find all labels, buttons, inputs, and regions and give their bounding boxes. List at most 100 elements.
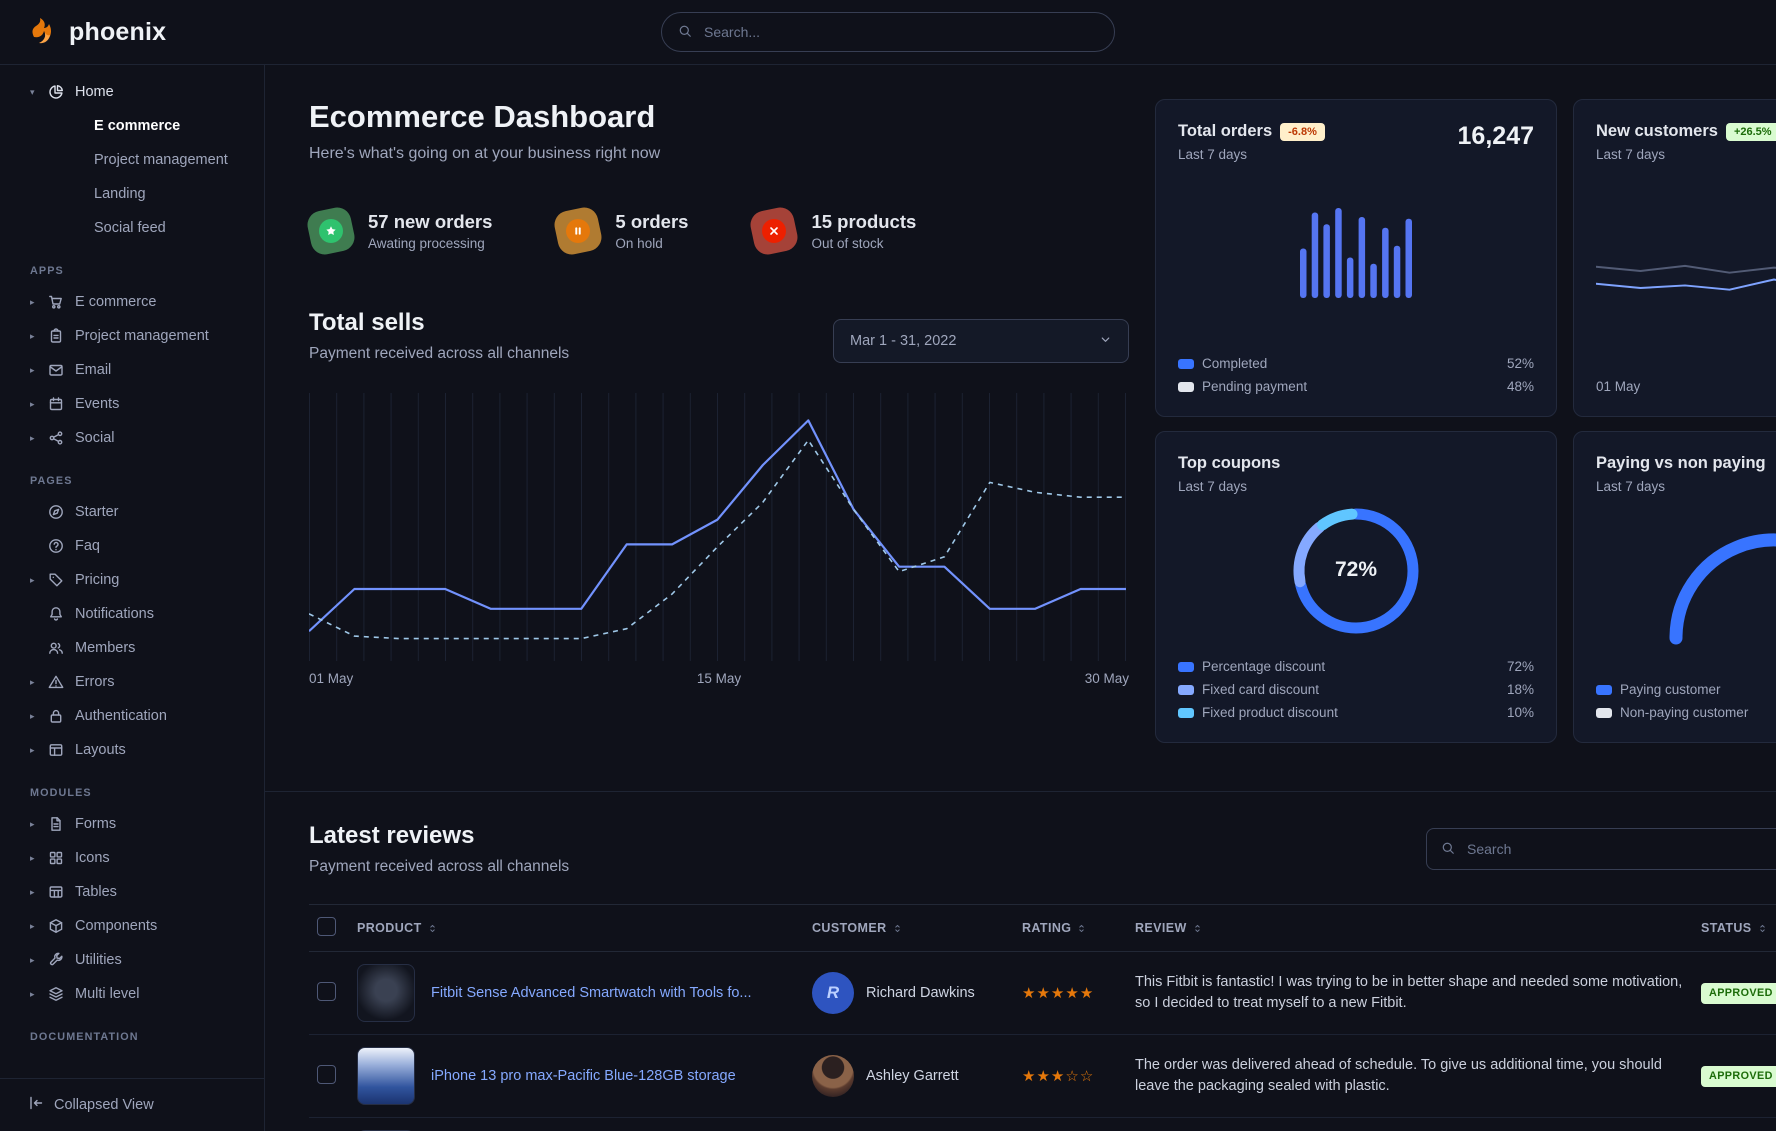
- reviews-title: Latest reviews: [309, 822, 569, 850]
- star-icon: ☆: [1065, 1068, 1079, 1085]
- legend-swatch: [1596, 708, 1612, 718]
- global-search[interactable]: [661, 12, 1115, 52]
- sidebar-item-layouts[interactable]: ▸ Layouts: [0, 733, 264, 767]
- xmark-icon: [762, 219, 786, 243]
- column-header[interactable]: RATING: [1014, 905, 1127, 952]
- collapse-view-toggle[interactable]: Collapsed View: [0, 1078, 264, 1131]
- sidebar-item-e-commerce[interactable]: E commerce: [0, 109, 264, 143]
- caret-icon: ▸: [30, 575, 46, 586]
- layout-icon: [46, 742, 66, 758]
- reviews-table: PRODUCT CUSTOMER: [309, 904, 1776, 1131]
- sidebar-item-project-management[interactable]: Project management: [0, 143, 264, 177]
- product-link[interactable]: Fitbit Sense Advanced Smartwatch with To…: [431, 985, 752, 1001]
- reviews-search[interactable]: [1426, 828, 1776, 870]
- caret-icon: ▸: [30, 887, 46, 898]
- envelope-icon: [46, 362, 66, 378]
- layers-icon: [46, 986, 66, 1002]
- stat-item: 15 products Out of stock: [752, 209, 916, 253]
- search-input[interactable]: [702, 23, 1098, 41]
- sort-icon: [427, 923, 438, 934]
- sidebar-item-starter[interactable]: Starter: [0, 495, 264, 529]
- lock-icon: [46, 708, 66, 724]
- star-icon: ★: [1051, 985, 1065, 1002]
- phoenix-logo-icon: [28, 15, 60, 50]
- sidebar-item-errors[interactable]: ▸ Errors: [0, 665, 264, 699]
- sidebar-item-e-commerce[interactable]: ▸ E commerce: [0, 285, 264, 319]
- column-header[interactable]: REVIEW: [1127, 905, 1693, 952]
- caret-icon: ▸: [30, 819, 46, 830]
- cart-icon: [46, 294, 66, 310]
- sidebar-item-tables[interactable]: ▸ Tables: [0, 875, 264, 909]
- sidebar-section-label: DOCUMENTATION: [0, 1011, 264, 1051]
- column-header[interactable]: PRODUCT: [349, 905, 804, 952]
- sort-icon: [1757, 923, 1768, 934]
- card-period: Last 7 days: [1596, 147, 1776, 162]
- caret-icon: ▸: [30, 399, 46, 410]
- review-text: This Fitbit is fantastic! I was trying t…: [1135, 972, 1685, 1014]
- sidebar-item-utilities[interactable]: ▸ Utilities: [0, 943, 264, 977]
- stat-item: 5 orders On hold: [556, 209, 688, 253]
- status-badge: APPROVED: [1701, 1066, 1776, 1087]
- caret-icon: ▾: [30, 87, 46, 98]
- sidebar-item-multi-level[interactable]: ▸ Multi level: [0, 977, 264, 1011]
- sidebar-item-home[interactable]: ▾ Home: [0, 75, 264, 109]
- sidebar-item-faq[interactable]: Faq: [0, 529, 264, 563]
- search-icon: [1441, 841, 1455, 858]
- circle-question-icon: [46, 538, 66, 554]
- sidebar-item-project-management[interactable]: ▸ Project management: [0, 319, 264, 353]
- table-icon: [46, 884, 66, 900]
- rating-stars: ★★★★★: [1022, 985, 1094, 1002]
- collapse-icon: [28, 1095, 44, 1115]
- sidebar-item-icons[interactable]: ▸ Icons: [0, 841, 264, 875]
- sidebar-item-events[interactable]: ▸ Events: [0, 387, 264, 421]
- sidebar-item-components[interactable]: ▸ Components: [0, 909, 264, 943]
- dashboard-section: Ecommerce Dashboard Here's what's going …: [265, 65, 1776, 743]
- brand[interactable]: phoenix: [28, 15, 166, 50]
- reviews-subtitle: Payment received across all channels: [309, 858, 569, 876]
- card-period: Last 7 days: [1178, 147, 1325, 162]
- sidebar-item-pricing[interactable]: ▸ Pricing: [0, 563, 264, 597]
- sidebar-item-landing[interactable]: Landing: [0, 177, 264, 211]
- change-badge: -6.8%: [1280, 123, 1325, 141]
- sidebar: ▾ Home E commerce Project management: [0, 65, 265, 1131]
- column-header[interactable]: CUSTOMER: [804, 905, 1014, 952]
- review-text: The order was delivered ahead of schedul…: [1135, 1055, 1685, 1097]
- sidebar-item-social[interactable]: ▸ Social: [0, 421, 264, 455]
- total-orders-card: Total orders -6.8% Last 7 days 16,247: [1155, 99, 1557, 417]
- sidebar-item-authentication[interactable]: ▸ Authentication: [0, 699, 264, 733]
- stat-item: 57 new orders Awating processing: [309, 209, 492, 253]
- stats-row: 57 new orders Awating processing 5 order…: [309, 209, 1129, 253]
- select-all-checkbox[interactable]: [317, 917, 336, 936]
- date-range-select[interactable]: Mar 1 - 31, 2022: [833, 319, 1129, 363]
- latest-reviews-section: Latest reviews Payment received across a…: [265, 791, 1776, 1131]
- sidebar-item-email[interactable]: ▸ Email: [0, 353, 264, 387]
- product-thumbnail: [357, 964, 415, 1022]
- legend-swatch: [1178, 382, 1194, 392]
- star-icon: ★: [1036, 1068, 1050, 1085]
- card-period: Last 7 days: [1178, 479, 1534, 494]
- x-axis-ticks: 01 May 15 May 30 May: [309, 671, 1129, 686]
- row-checkbox[interactable]: [317, 982, 336, 1001]
- status-badge: APPROVED: [1701, 983, 1776, 1004]
- legend-item: Completed 52%: [1178, 356, 1534, 371]
- sidebar-item-notifications[interactable]: Notifications: [0, 597, 264, 631]
- sidebar-item-members[interactable]: Members: [0, 631, 264, 665]
- tag-icon: [46, 572, 66, 588]
- legend-swatch: [1596, 685, 1612, 695]
- product-link[interactable]: iPhone 13 pro max-Pacific Blue-128GB sto…: [431, 1068, 736, 1084]
- column-header[interactable]: STATUS: [1693, 905, 1776, 952]
- legend-item: Paying customer: [1596, 682, 1776, 697]
- customer-name: Ashley Garrett: [866, 1068, 959, 1084]
- star-icon: ★: [1051, 1068, 1065, 1085]
- reviews-search-input[interactable]: [1465, 840, 1776, 858]
- sort-icon: [1192, 923, 1203, 934]
- star-icon: ★: [1022, 985, 1036, 1002]
- file-text-icon: [46, 816, 66, 832]
- share-icon: [46, 430, 66, 446]
- card-period: Last 7 days: [1596, 479, 1776, 494]
- sidebar-item-forms[interactable]: ▸ Forms: [0, 807, 264, 841]
- row-checkbox[interactable]: [317, 1065, 336, 1084]
- sidebar-item-social-feed[interactable]: Social feed: [0, 211, 264, 245]
- page-subtitle: Here's what's going on at your business …: [309, 145, 1129, 163]
- card-title: Top coupons: [1178, 454, 1534, 473]
